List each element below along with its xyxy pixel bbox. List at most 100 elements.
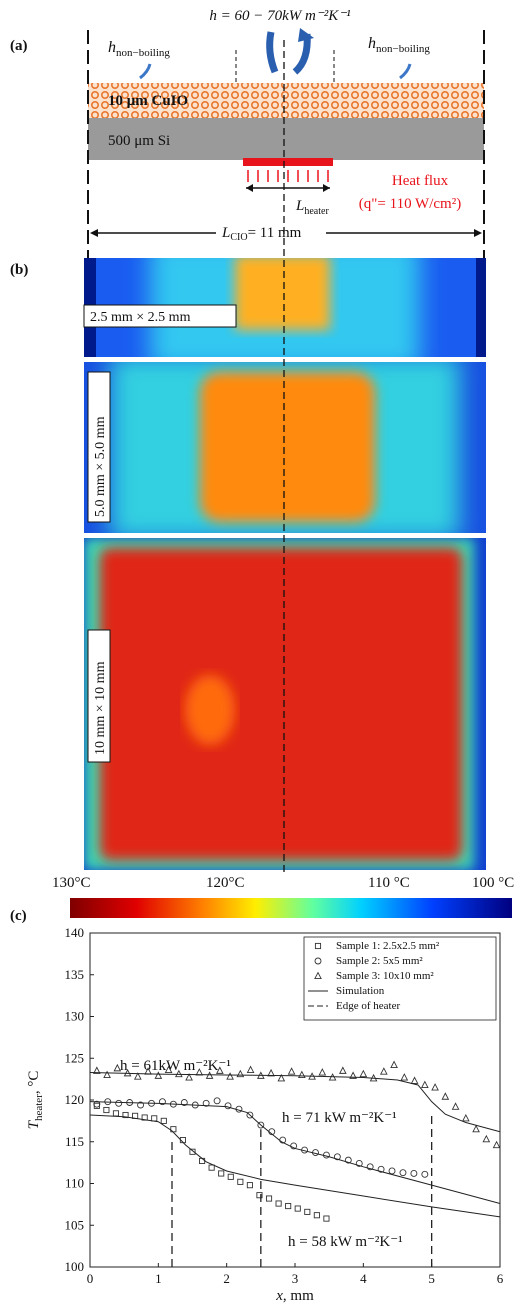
h-right: hnon−boiling bbox=[368, 35, 430, 55]
colorbar-label: 130°C bbox=[52, 875, 91, 891]
marker-triangle bbox=[472, 1124, 480, 1133]
image-label: 10 mm × 10 mm bbox=[93, 661, 108, 755]
x-tick-label: 3 bbox=[292, 1271, 299, 1286]
marker-triangle bbox=[482, 1134, 491, 1143]
symbol: T bbox=[26, 1119, 42, 1129]
marker-triangle bbox=[164, 1065, 173, 1073]
x-tick-label: 0 bbox=[87, 1271, 94, 1286]
y-tick-label: 110 bbox=[65, 1176, 84, 1191]
marker-square bbox=[275, 1200, 282, 1207]
marker-square bbox=[323, 1215, 330, 1222]
marker-triangle bbox=[451, 1102, 460, 1110]
symbol: x bbox=[275, 1288, 283, 1304]
marker-square bbox=[160, 1117, 167, 1124]
y-tick-label: 125 bbox=[65, 1050, 85, 1065]
flux-arrows bbox=[247, 170, 329, 182]
x-tick-label: 5 bbox=[428, 1271, 435, 1286]
subscript: CIO bbox=[230, 232, 247, 243]
marker-triangle bbox=[174, 1069, 183, 1078]
marker-triangle bbox=[113, 1063, 122, 1072]
marker-triangle bbox=[236, 1069, 245, 1078]
marker-triangle bbox=[154, 1071, 163, 1079]
arrow bbox=[399, 63, 412, 80]
marker-circle bbox=[213, 1097, 221, 1105]
colorbar bbox=[70, 898, 512, 918]
legend-label: Simulation bbox=[336, 985, 385, 997]
marker-circle bbox=[366, 1163, 374, 1171]
subscript: heater bbox=[304, 206, 329, 217]
simulation-line bbox=[89, 1071, 501, 1133]
marker-triangle bbox=[379, 1067, 388, 1075]
legend-box bbox=[303, 936, 497, 1021]
label-box bbox=[87, 371, 111, 523]
annotation: h = 71 kW m⁻²K⁻¹ bbox=[282, 1110, 397, 1126]
symbol: h bbox=[108, 39, 116, 56]
marker-circle bbox=[344, 1156, 352, 1164]
x-tick-label: 1 bbox=[155, 1271, 162, 1286]
simulation-line bbox=[89, 1101, 501, 1205]
thermal-image bbox=[84, 362, 486, 533]
marker-square bbox=[256, 1192, 263, 1199]
y-tick-label: 135 bbox=[65, 967, 85, 982]
marker-square bbox=[93, 1102, 100, 1109]
marker-circle bbox=[224, 1102, 232, 1110]
annotation: h = 58 kW m⁻²K⁻¹ bbox=[288, 1234, 403, 1250]
panel-b: (b) 2.5 mm × 2.5 mm 5.0 mm × 5.0 mm 10 m… bbox=[10, 40, 514, 918]
legend-marker bbox=[314, 957, 322, 965]
panel-label: (b) bbox=[10, 262, 28, 278]
marker-square bbox=[199, 1157, 206, 1165]
marker-circle bbox=[377, 1165, 385, 1173]
marker-triangle bbox=[400, 1073, 409, 1081]
layer-label: 10 μm CuIO bbox=[108, 93, 188, 109]
subscript: non−boiling bbox=[116, 47, 170, 59]
marker-triangle bbox=[215, 1066, 224, 1074]
symbol: h bbox=[368, 35, 376, 52]
marker-square bbox=[237, 1178, 244, 1185]
marker-circle bbox=[137, 1101, 145, 1109]
marker-square bbox=[103, 1106, 110, 1114]
legend-label: Sample 1: 2.5x2.5 mm² bbox=[336, 940, 440, 952]
marker-triangle bbox=[390, 1060, 398, 1068]
subscript: non−boiling bbox=[376, 43, 430, 55]
marker-circle bbox=[388, 1167, 396, 1175]
y-tick-label: 100 bbox=[65, 1259, 85, 1274]
marker-square bbox=[227, 1173, 234, 1180]
label-box bbox=[87, 629, 111, 763]
marker-circle bbox=[202, 1099, 210, 1107]
layer-label: 500 μm Si bbox=[108, 133, 170, 149]
marker-triangle bbox=[338, 1066, 347, 1074]
marker-square bbox=[218, 1170, 225, 1177]
marker-triangle bbox=[185, 1073, 193, 1081]
heat-flux: Heat flux bbox=[392, 173, 449, 189]
panel-c: (c) x, mm Theater, °C h = 61kW m⁻²K⁻¹ h … bbox=[10, 908, 504, 1304]
marker-square bbox=[112, 1110, 120, 1117]
symbol: L bbox=[295, 198, 304, 214]
panel-title: h = 60 − 70kW m⁻²K⁻¹ bbox=[209, 8, 351, 24]
marker-square bbox=[122, 1111, 129, 1119]
cio-length: LCIO= 11 mm bbox=[221, 225, 302, 243]
colorbar-label: 100 °C bbox=[472, 875, 514, 891]
marker-square bbox=[265, 1195, 273, 1202]
x-tick-label: 4 bbox=[360, 1271, 367, 1286]
annotation: h = 61kW m⁻²K⁻¹ bbox=[120, 1058, 231, 1074]
marker-triangle bbox=[246, 1065, 255, 1073]
y-axis-label: Theater, °C bbox=[26, 1071, 45, 1130]
y-tick-label: 105 bbox=[65, 1217, 85, 1232]
colorbar-label: 120°C bbox=[206, 875, 245, 891]
legend-marker bbox=[314, 942, 322, 950]
marker-square bbox=[189, 1148, 196, 1155]
marker-triangle bbox=[297, 1070, 306, 1078]
y-tick-label: 130 bbox=[65, 1009, 85, 1024]
marker-triangle bbox=[226, 1072, 234, 1080]
marker-circle bbox=[333, 1153, 341, 1161]
unit: , °C bbox=[26, 1071, 42, 1095]
label-box bbox=[83, 304, 237, 328]
marker-triangle bbox=[318, 1068, 327, 1076]
marker-square bbox=[246, 1182, 253, 1189]
heater bbox=[243, 158, 333, 166]
marker-circle bbox=[180, 1099, 188, 1106]
marker-triangle bbox=[492, 1140, 501, 1149]
marker-circle bbox=[399, 1169, 407, 1177]
heat-flux-value: (q"= 110 W/cm²) bbox=[359, 196, 461, 212]
